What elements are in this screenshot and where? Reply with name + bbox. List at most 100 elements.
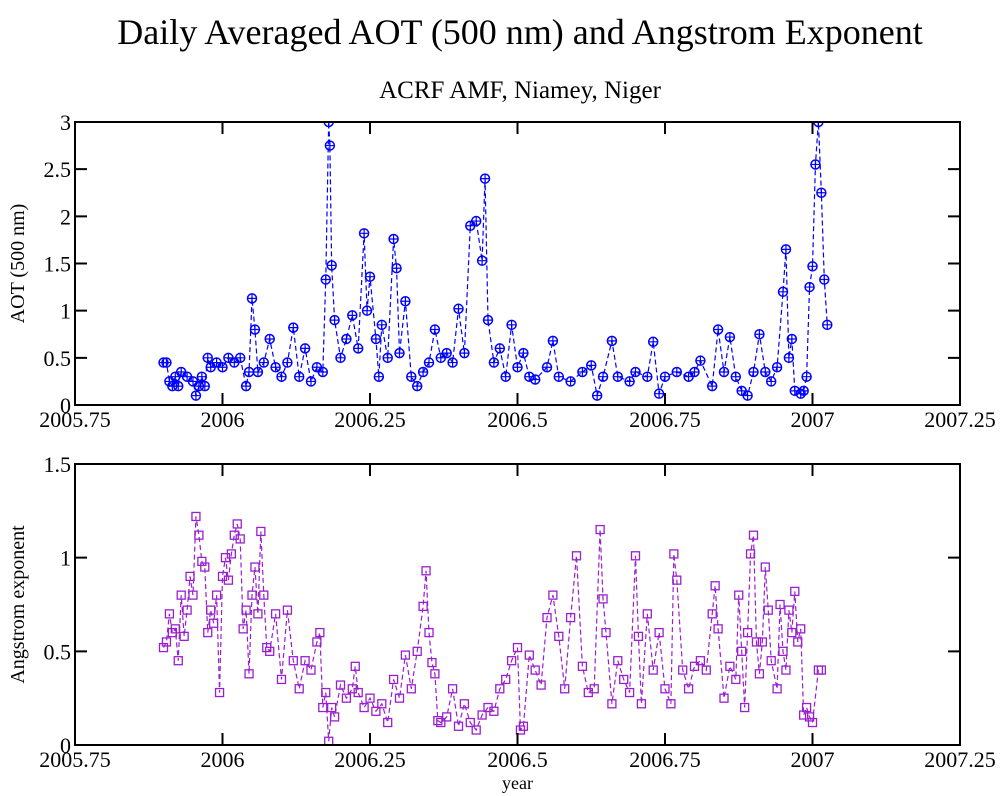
marker-plus xyxy=(424,358,434,368)
marker-plus xyxy=(810,159,820,169)
data-point xyxy=(790,586,800,597)
marker-plus xyxy=(548,336,558,346)
data-point xyxy=(229,357,240,368)
data-point xyxy=(244,669,254,679)
data-point xyxy=(740,702,750,713)
data-point xyxy=(465,717,475,728)
data-point xyxy=(606,335,618,347)
data-point xyxy=(781,665,791,675)
data-point xyxy=(364,271,376,282)
data-point xyxy=(577,366,588,378)
marker-plus xyxy=(341,334,351,344)
data-point xyxy=(524,650,534,660)
marker-plus xyxy=(483,315,493,325)
marker-plus xyxy=(282,358,292,368)
data-point xyxy=(754,329,765,340)
data-point xyxy=(293,371,305,382)
data-point xyxy=(223,575,234,585)
data-point xyxy=(161,637,172,647)
marker-plus xyxy=(672,367,682,377)
data-point xyxy=(489,706,499,716)
data-point xyxy=(547,335,559,347)
data-point xyxy=(270,362,281,373)
marker-plus xyxy=(690,367,699,377)
marker-plus xyxy=(802,372,812,382)
marker-plus xyxy=(271,362,281,372)
data-point xyxy=(249,324,261,335)
marker-plus xyxy=(365,272,375,282)
data-point xyxy=(766,656,776,666)
data-point xyxy=(427,657,437,668)
data-point xyxy=(214,687,225,698)
data-point xyxy=(376,319,388,331)
data-point xyxy=(406,371,417,382)
data-point xyxy=(678,665,688,675)
series-line xyxy=(163,121,828,398)
data-point xyxy=(226,549,237,559)
marker-plus xyxy=(241,381,251,391)
y-tick-label: 1 xyxy=(60,299,71,324)
marker-plus xyxy=(542,362,552,372)
data-point xyxy=(447,684,458,694)
data-point xyxy=(208,618,219,628)
x-tick-label: 2007.25 xyxy=(924,407,996,432)
data-point xyxy=(748,366,759,378)
marker-plus xyxy=(731,372,741,382)
data-point xyxy=(270,609,281,619)
marker-plus xyxy=(218,362,227,372)
data-point xyxy=(247,590,257,600)
data-point xyxy=(173,656,183,666)
data-point xyxy=(710,581,720,591)
data-point xyxy=(197,556,207,567)
data-point xyxy=(205,362,216,373)
data-point xyxy=(241,605,251,615)
data-point xyxy=(315,627,325,638)
data-point xyxy=(471,725,481,735)
marker-plus xyxy=(781,244,791,254)
data-point xyxy=(500,371,511,382)
data-point xyxy=(202,352,213,364)
marker-plus xyxy=(188,376,198,386)
data-point xyxy=(796,624,806,634)
data-point xyxy=(459,699,470,709)
data-point xyxy=(479,173,491,184)
data-point xyxy=(435,352,447,364)
marker-plus xyxy=(805,282,815,292)
data-point xyxy=(421,566,431,576)
data-point xyxy=(595,524,605,535)
data-point xyxy=(494,343,506,354)
data-point xyxy=(719,693,729,703)
data-point xyxy=(798,385,809,397)
data-point xyxy=(417,366,429,378)
marker-plus xyxy=(754,329,764,339)
marker-plus xyxy=(448,358,458,368)
x-tick-label: 2006.75 xyxy=(629,407,701,432)
marker-plus xyxy=(244,367,254,377)
data-point xyxy=(734,590,744,600)
y-tick-label: 0 xyxy=(60,733,71,758)
marker-plus xyxy=(725,332,735,342)
data-point xyxy=(787,627,797,638)
marker-plus xyxy=(197,372,207,382)
data-point xyxy=(318,702,328,713)
marker-plus xyxy=(586,360,596,370)
data-point xyxy=(191,511,201,522)
marker-plus xyxy=(816,188,826,198)
y-tick-label: 1 xyxy=(60,546,71,571)
data-point xyxy=(373,371,385,382)
data-point xyxy=(541,362,553,373)
data-point xyxy=(240,380,252,392)
data-point xyxy=(391,262,402,274)
data-point xyxy=(394,347,405,359)
marker-plus xyxy=(513,362,522,372)
data-point xyxy=(601,627,611,638)
data-point xyxy=(361,305,373,316)
data-point xyxy=(666,699,676,709)
data-point xyxy=(256,526,266,537)
data-point xyxy=(170,624,180,634)
data-point xyxy=(394,693,405,703)
y-tick-label: 1.5 xyxy=(44,252,72,277)
data-point xyxy=(701,665,711,675)
data-point xyxy=(181,371,193,382)
data-point xyxy=(757,637,767,647)
